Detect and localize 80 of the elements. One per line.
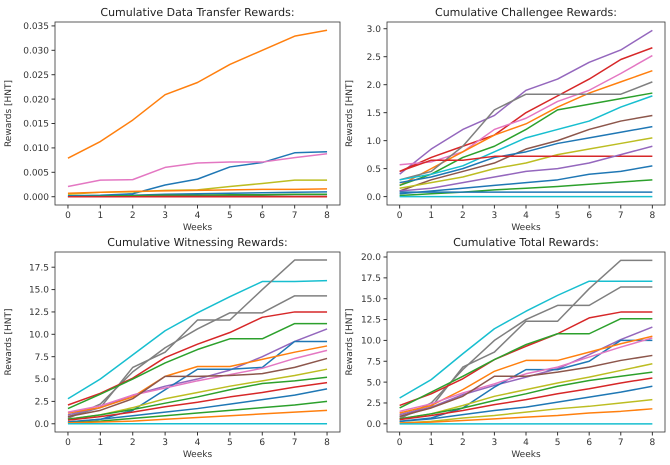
x-tick-label: 2 — [460, 211, 466, 221]
y-tick-label: 0.020 — [23, 95, 50, 106]
x-tick-label: 6 — [586, 438, 592, 448]
x-tick-label: 2 — [460, 438, 466, 448]
y-tick-label: 2.5 — [34, 398, 49, 408]
x-tick-label: 8 — [649, 211, 656, 221]
x-tick-label: 3 — [162, 438, 168, 448]
x-tick-label: 3 — [492, 438, 498, 448]
y-tick-label: 0.015 — [23, 120, 49, 130]
y-tick-label: 12.5 — [28, 308, 49, 318]
x-tick-label: 3 — [162, 211, 168, 221]
y-tick-label: 20.0 — [360, 253, 382, 264]
y-tick-label: 15.0 — [28, 286, 50, 296]
y-tick-label: 10.0 — [28, 330, 50, 340]
chart-title: Cumulative Data Transfer Rewards: — [100, 6, 295, 19]
y-axis-title: Rewards [HNT] — [345, 80, 355, 148]
x-tick-label: 3 — [492, 211, 498, 221]
y-tick-label: 0.035 — [23, 22, 49, 32]
y-tick-label: 17.5 — [28, 263, 49, 274]
y-tick-label: 0.0 — [366, 420, 382, 430]
y-tick-label: 7.5 — [366, 357, 381, 368]
x-tick-label: 1 — [97, 438, 104, 448]
x-tick-label: 7 — [618, 438, 624, 448]
x-tick-label: 5 — [227, 211, 233, 221]
y-tick-label: 15.0 — [360, 294, 382, 305]
y-tick-label: 3.0 — [366, 24, 382, 35]
y-tick-label: 0.000 — [23, 192, 50, 203]
y-tick-label: 0.010 — [23, 144, 50, 154]
x-tick-label: 1 — [428, 211, 434, 221]
x-tick-label: 2 — [130, 438, 136, 448]
chart-title: Cumulative Witnessing Rewards: — [107, 236, 288, 249]
y-tick-label: 7.5 — [34, 352, 49, 363]
y-tick-label: 12.5 — [360, 316, 381, 326]
x-tick-label: 8 — [649, 438, 656, 448]
y-tick-label: 0.005 — [23, 168, 49, 178]
x-tick-label: 4 — [194, 211, 201, 221]
x-tick-label: 8 — [324, 438, 330, 448]
y-axis-title: Rewards [HNT] — [345, 308, 355, 376]
y-tick-label: 5.0 — [34, 375, 50, 386]
x-tick-label: 1 — [97, 211, 104, 221]
x-tick-label: 0 — [396, 438, 403, 448]
y-tick-label: 17.5 — [360, 274, 381, 284]
y-axis-title: Rewards [HNT] — [4, 80, 14, 148]
y-tick-label: 2.5 — [366, 399, 381, 410]
y-tick-label: 2.0 — [366, 80, 382, 91]
y-tick-label: 0.5 — [366, 164, 381, 175]
x-axis-title: Weeks — [182, 223, 212, 233]
x-tick-label: 1 — [428, 438, 434, 448]
x-axis-title: Weeks — [182, 450, 212, 460]
x-tick-label: 6 — [259, 438, 266, 448]
chart-title: Cumulative Total Rewards: — [453, 236, 599, 249]
x-tick-label: 5 — [227, 438, 233, 448]
x-tick-label: 0 — [396, 211, 403, 221]
y-tick-label: 10.0 — [360, 336, 382, 347]
y-tick-label: 0.0 — [34, 420, 50, 430]
x-tick-label: 2 — [130, 211, 136, 221]
x-axis-title: Weeks — [511, 450, 541, 460]
x-tick-label: 4 — [194, 438, 201, 448]
y-tick-label: 0.0 — [366, 192, 382, 203]
x-tick-label: 8 — [324, 211, 330, 221]
x-tick-label: 4 — [523, 438, 530, 448]
x-tick-label: 0 — [65, 211, 72, 221]
x-tick-label: 0 — [65, 438, 72, 448]
x-axis-title: Weeks — [511, 223, 541, 233]
x-tick-label: 7 — [292, 211, 298, 221]
y-tick-label: 0.030 — [23, 46, 50, 56]
y-tick-label: 2.5 — [366, 52, 381, 63]
y-tick-label: 5.0 — [366, 378, 382, 388]
y-tick-label: 1.5 — [366, 108, 381, 119]
x-tick-label: 7 — [292, 438, 298, 448]
y-tick-label: 0.025 — [23, 70, 49, 81]
y-axis-title: Rewards [HNT] — [4, 308, 14, 376]
y-tick-label: 1.0 — [366, 136, 382, 147]
x-tick-label: 5 — [554, 438, 560, 448]
x-tick-label: 4 — [523, 211, 530, 221]
chart-title: Cumulative Challengee Rewards: — [435, 6, 617, 19]
x-tick-label: 6 — [259, 211, 266, 221]
x-tick-label: 5 — [554, 211, 560, 221]
x-tick-label: 6 — [586, 211, 592, 221]
x-tick-label: 7 — [618, 211, 624, 221]
